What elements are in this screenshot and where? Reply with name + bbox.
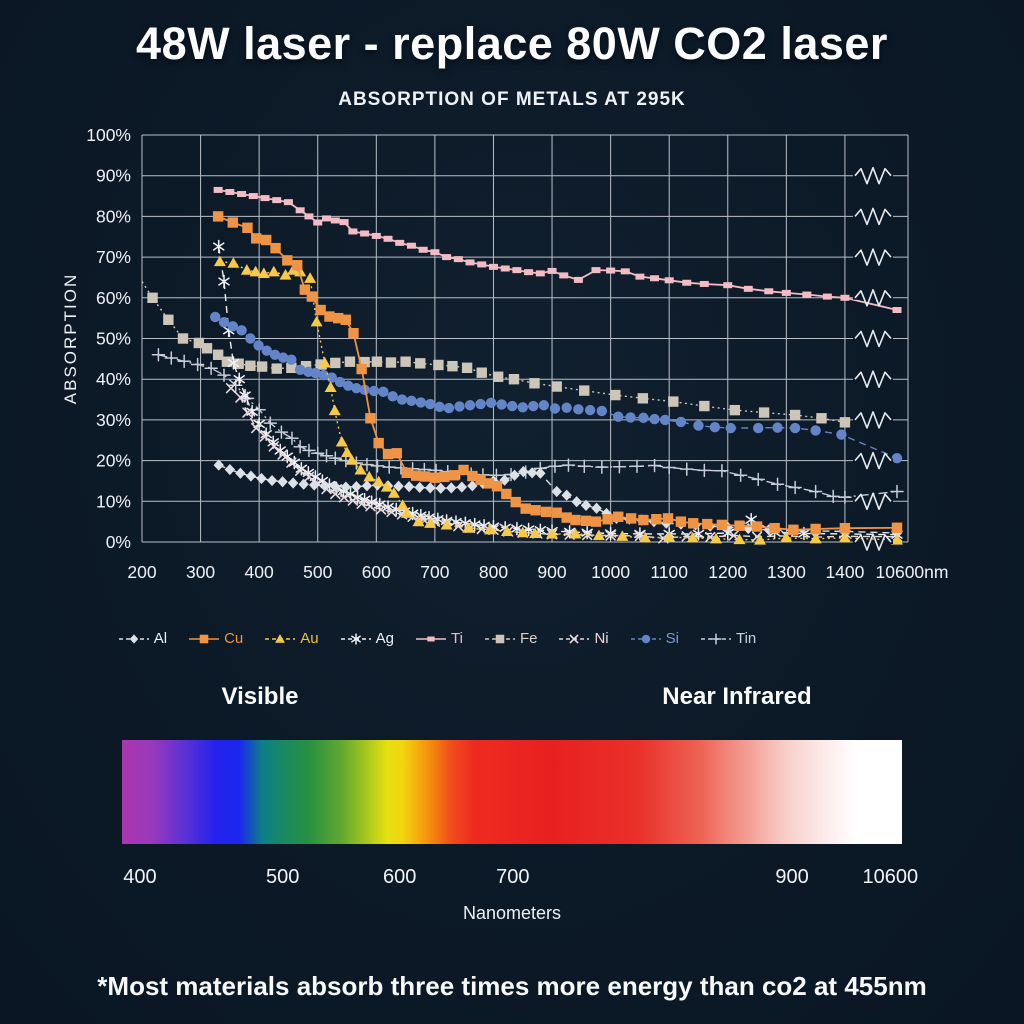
legend-marker-al-icon — [118, 633, 149, 644]
svg-text:60%: 60% — [96, 288, 131, 308]
legend-marker-ti-icon — [415, 636, 446, 641]
spectrum-tick-10600: 10600 — [862, 866, 919, 888]
svg-text:400: 400 — [245, 562, 274, 582]
axis-break-marks — [853, 166, 893, 551]
spectrum-tick-600: 600 — [382, 866, 417, 888]
near-infrared-band-label: Near Infrared — [662, 683, 812, 710]
visible-band-label: Visible — [221, 683, 299, 710]
svg-text:300: 300 — [186, 562, 215, 582]
chart-legend: Al Cu Au Ag Ti Fe Ni Si Tin — [77, 630, 797, 647]
series-fe — [141, 281, 851, 428]
svg-text:1100: 1100 — [650, 562, 688, 582]
x-axis-tick-labels: 200 300 400 500 600 700 800 900 1000 1100 1200 1300… — [127, 562, 948, 582]
legend-label-tin: Tin — [735, 630, 757, 647]
svg-text:1000: 1000 — [591, 562, 630, 582]
legend-marker-ag-icon — [340, 632, 371, 645]
legend-label-ni: Ni — [594, 630, 609, 647]
legend-item-tin: Tin — [700, 630, 756, 647]
svg-text:800: 800 — [479, 562, 508, 582]
series-si — [210, 311, 903, 464]
legend-item-cu: Cu — [188, 630, 243, 647]
svg-text:40%: 40% — [96, 369, 131, 389]
spectrum-axis-title: Nanometers — [462, 903, 562, 923]
spectrum-tick-400: 400 — [123, 866, 157, 888]
svg-text:900: 900 — [537, 562, 566, 582]
svg-text:90%: 90% — [96, 166, 131, 186]
spectrum-tick-700: 700 — [496, 866, 530, 888]
svg-text:10600nm: 10600nm — [876, 562, 949, 582]
svg-text:1200: 1200 — [708, 562, 747, 582]
spectrum-tick-900: 900 — [775, 866, 809, 888]
series-al — [213, 459, 903, 539]
chart-title: ABSORPTION OF METALS AT 295K — [338, 89, 686, 110]
legend-marker-fe-icon — [484, 634, 515, 643]
series-ti — [213, 186, 902, 314]
page-title: 48W laser - replace 80W CO2 laser — [136, 18, 888, 69]
svg-text:100%: 100% — [86, 125, 131, 145]
svg-text:70%: 70% — [96, 247, 131, 267]
svg-text:600: 600 — [362, 562, 391, 582]
svg-text:20%: 20% — [96, 451, 131, 471]
legend-marker-tin-icon — [700, 632, 731, 645]
svg-text:50%: 50% — [96, 329, 131, 349]
legend-item-ti: Ti — [415, 630, 463, 647]
svg-text:700: 700 — [420, 562, 449, 582]
svg-text:500: 500 — [303, 562, 332, 582]
legend-label-cu: Cu — [224, 630, 244, 647]
legend-marker-ni-icon — [559, 634, 590, 643]
legend-marker-si-icon — [630, 634, 661, 643]
legend-label-ag: Ag — [375, 630, 394, 647]
legend-label-al: Al — [153, 630, 168, 647]
legend-label-au: Au — [300, 630, 319, 647]
svg-text:1300: 1300 — [767, 562, 806, 582]
svg-text:80%: 80% — [96, 206, 131, 226]
svg-text:10%: 10% — [96, 491, 131, 511]
legend-marker-cu-icon — [189, 634, 220, 643]
y-axis-title: ABSORPTION — [61, 273, 80, 404]
svg-text:200: 200 — [127, 562, 156, 582]
wavelength-spectrum-bar — [122, 740, 902, 844]
legend-item-ni: Ni — [558, 630, 609, 647]
legend-item-ag: Ag — [340, 630, 394, 647]
legend-label-ti: Ti — [450, 630, 463, 647]
legend-item-al: Al — [118, 630, 167, 647]
legend-label-si: Si — [665, 630, 679, 647]
legend-item-fe: Fe — [484, 630, 538, 647]
series-cu — [212, 211, 903, 535]
svg-text:1400: 1400 — [825, 562, 864, 582]
spectrum-tick-500: 500 — [265, 866, 300, 888]
footnote: *Most materials absorb three times more … — [97, 971, 927, 1001]
legend-marker-au-icon — [265, 633, 296, 643]
legend-item-si: Si — [630, 630, 679, 647]
svg-text:30%: 30% — [96, 410, 131, 430]
legend-label-fe: Fe — [519, 630, 538, 647]
series-au — [213, 255, 903, 545]
y-axis-tick-labels: 0% 10% 20% 30% 40% 50% 60% 70% 80% 90% 100% — [86, 125, 131, 552]
svg-text:0%: 0% — [106, 532, 131, 552]
legend-item-au: Au — [264, 630, 319, 647]
absorption-chart: 200 300 400 500 600 700 800 900 1000 1100 1200 1300… — [61, 125, 948, 582]
